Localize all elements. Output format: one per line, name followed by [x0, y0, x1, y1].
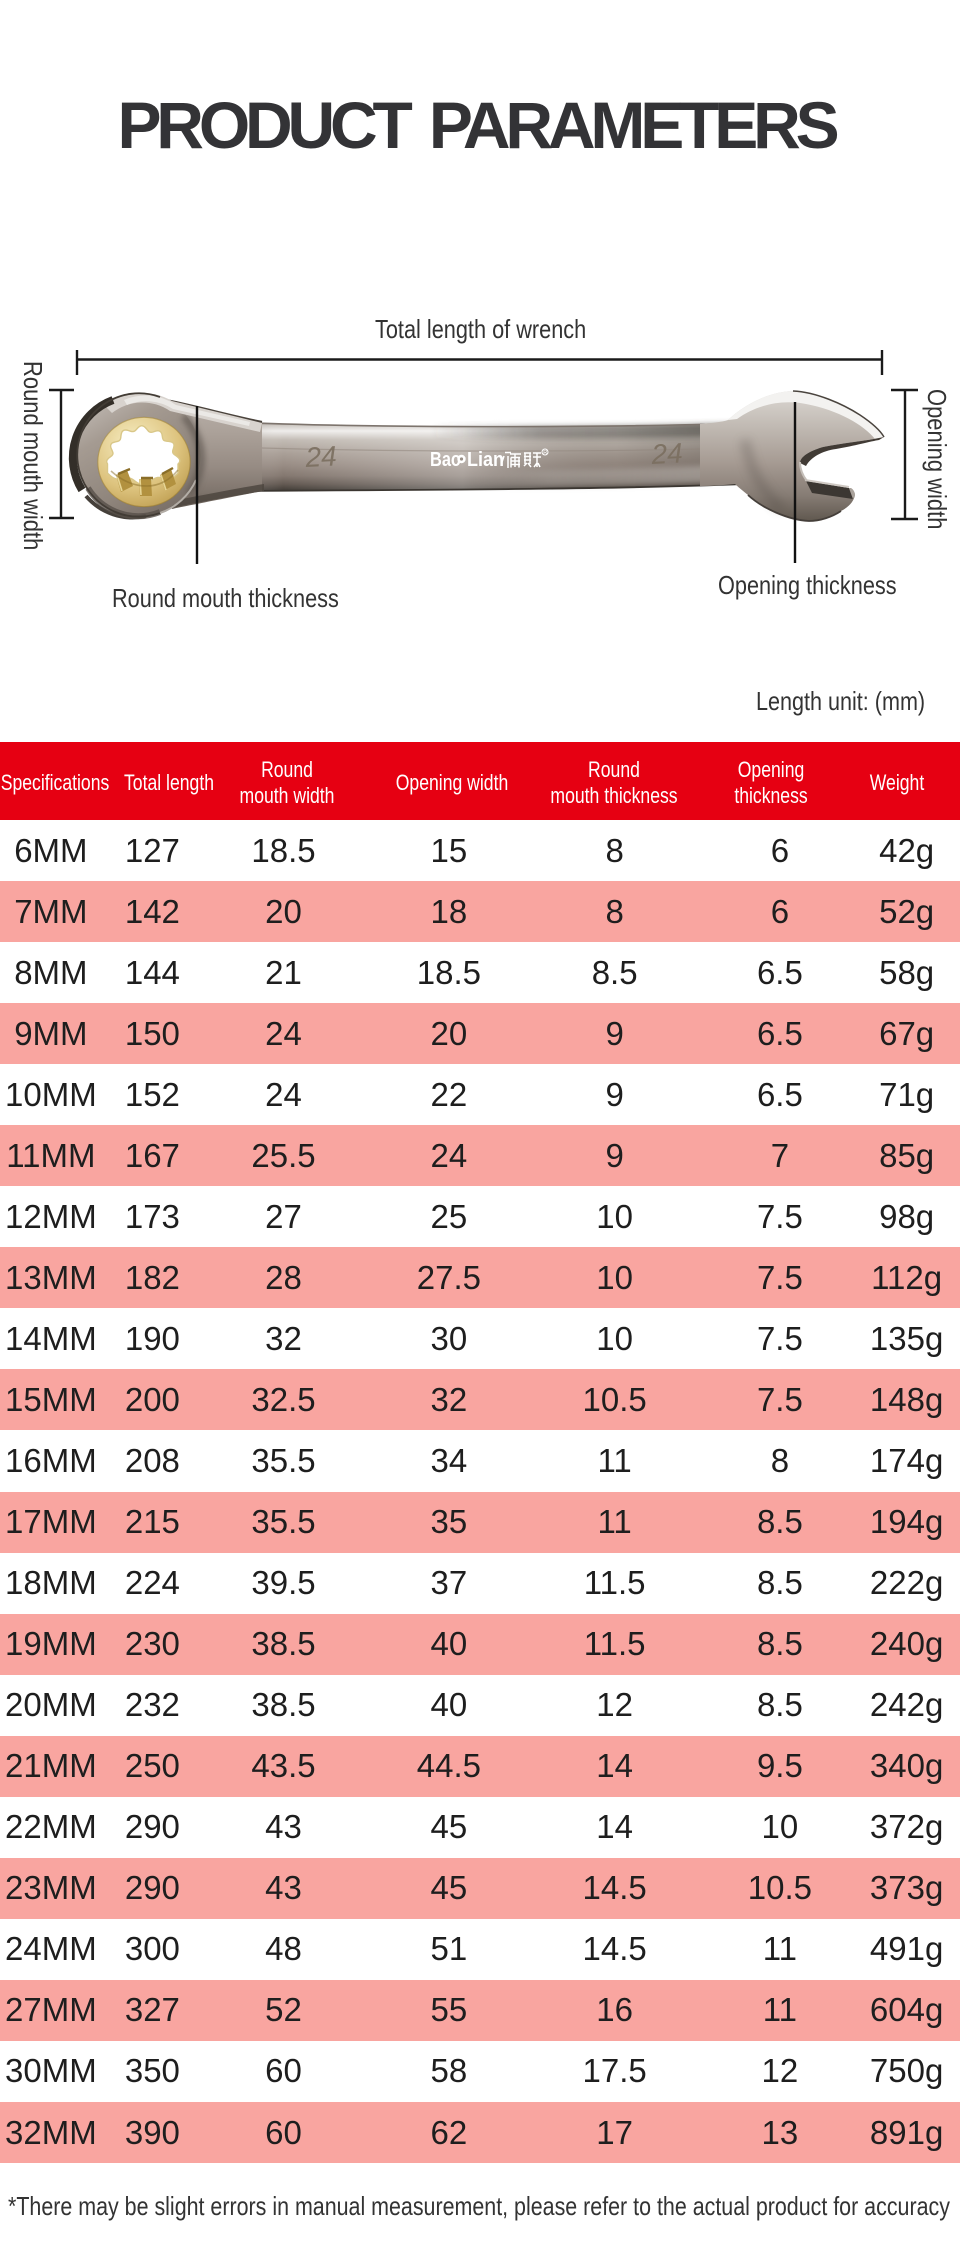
svg-text:Bao: Bao	[430, 447, 461, 470]
svg-text:24: 24	[650, 437, 684, 470]
svg-text:24: 24	[304, 440, 338, 473]
svg-text:R: R	[543, 450, 547, 456]
svg-text:Lian: Lian	[467, 449, 504, 471]
